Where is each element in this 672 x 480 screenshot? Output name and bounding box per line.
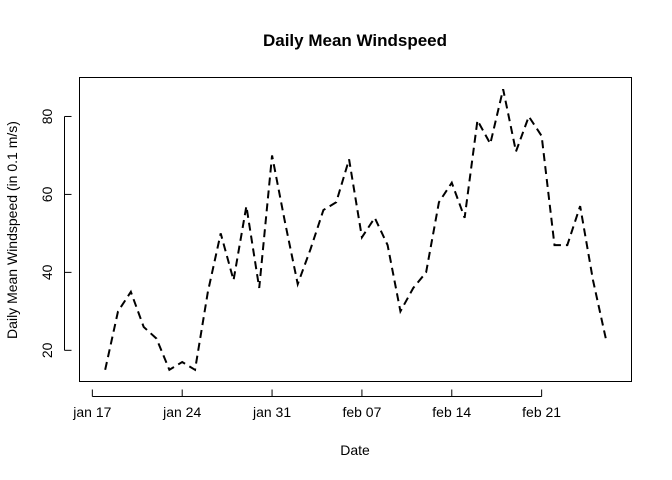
series-layer xyxy=(104,88,607,372)
x-axis: jan 17 jan 24 jan 31 feb 07 feb 14 feb 21 xyxy=(72,389,561,420)
y-axis: 20 40 60 80 xyxy=(39,108,72,358)
y-tick-label: 40 xyxy=(39,264,55,280)
x-tick-label: feb 21 xyxy=(522,404,561,420)
x-tick-label: jan 24 xyxy=(162,404,201,420)
y-tick-label: 80 xyxy=(39,108,55,124)
x-tick-label: jan 31 xyxy=(252,404,291,420)
windspeed-series-line xyxy=(104,88,607,372)
y-tick-label: 60 xyxy=(39,186,55,202)
y-tick-label: 20 xyxy=(39,342,55,358)
x-tick-label: jan 17 xyxy=(72,404,111,420)
x-tick-label: feb 07 xyxy=(342,404,381,420)
x-tick-label: feb 14 xyxy=(432,404,471,420)
x-axis-label: Date xyxy=(340,442,370,458)
plot-frame xyxy=(79,77,632,382)
chart-title: Daily Mean Windspeed xyxy=(263,31,447,50)
y-axis-label: Daily Mean Windspeed (in 0.1 m/s) xyxy=(4,121,20,339)
